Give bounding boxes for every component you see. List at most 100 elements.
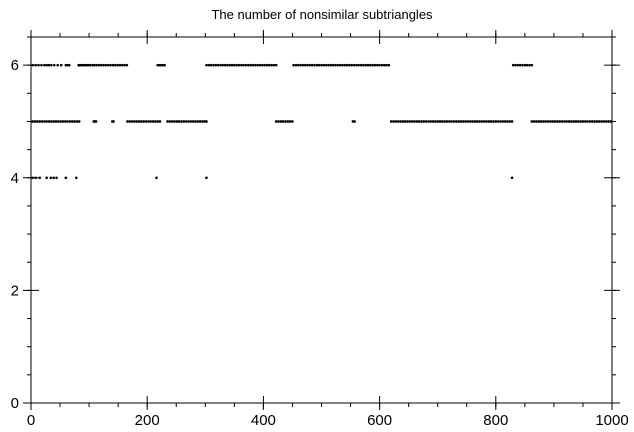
data-point	[466, 120, 470, 123]
data-point	[417, 120, 421, 123]
data-point	[345, 63, 349, 67]
data-point	[256, 63, 259, 67]
data-point	[116, 63, 119, 67]
data-point	[535, 120, 538, 123]
data-point	[296, 63, 300, 67]
x-tick-label: 800	[483, 412, 508, 429]
data-point	[415, 120, 419, 123]
data-point	[156, 120, 159, 123]
data-point	[109, 63, 112, 67]
data-point	[189, 120, 193, 123]
data-point	[317, 63, 321, 67]
data-point	[64, 176, 68, 180]
data-point	[427, 120, 430, 123]
data-point	[219, 63, 222, 67]
data-point	[170, 120, 174, 123]
data-point	[194, 120, 197, 123]
chart-title: The number of nonsimilar subtriangles	[211, 7, 433, 22]
data-point	[420, 120, 423, 123]
data-point	[50, 120, 53, 123]
data-point	[281, 120, 285, 123]
data-point	[357, 63, 360, 67]
data-point	[558, 120, 562, 123]
data-point	[267, 63, 271, 67]
data-point	[196, 120, 200, 123]
data-point	[68, 120, 72, 123]
data-point	[521, 63, 524, 67]
data-point	[40, 63, 43, 67]
data-point	[246, 63, 250, 67]
data-point	[607, 120, 610, 123]
data-point	[485, 120, 488, 123]
data-point	[567, 120, 571, 123]
data-point	[551, 120, 555, 123]
data-point	[546, 120, 550, 123]
data-point	[549, 120, 552, 123]
data-point	[366, 63, 370, 67]
data-point	[448, 120, 451, 123]
data-point	[279, 120, 283, 123]
data-point	[191, 120, 195, 123]
data-point	[475, 120, 479, 123]
data-point	[310, 63, 314, 67]
data-point	[158, 120, 162, 123]
data-point	[450, 120, 453, 123]
data-point	[102, 63, 105, 67]
data-point	[163, 63, 166, 67]
y-tick-label: 0	[11, 395, 19, 412]
data-point	[492, 120, 495, 123]
data-point	[570, 120, 573, 123]
data-point	[94, 120, 98, 123]
data-point	[52, 120, 55, 123]
data-point	[457, 120, 460, 123]
data-point	[600, 120, 603, 123]
data-point	[147, 120, 150, 123]
data-point	[63, 120, 67, 123]
data-point	[508, 120, 512, 123]
x-tick-label: 400	[251, 412, 276, 429]
data-point	[510, 176, 514, 180]
data-point	[506, 120, 509, 123]
data-point	[104, 63, 108, 67]
data-point	[292, 63, 295, 67]
data-point	[399, 120, 402, 123]
data-point	[205, 120, 208, 123]
data-point	[373, 63, 377, 67]
data-point	[75, 120, 79, 123]
data-point	[43, 63, 46, 67]
data-point	[214, 63, 218, 67]
data-point	[177, 120, 181, 123]
data-point	[126, 120, 129, 123]
data-point	[249, 63, 252, 67]
data-point	[496, 120, 500, 123]
data-point	[353, 120, 356, 123]
data-point	[175, 120, 179, 123]
data-point	[518, 63, 522, 67]
data-point	[286, 120, 290, 123]
data-point	[56, 63, 60, 67]
x-tick-label: 0	[27, 412, 35, 429]
data-point	[59, 120, 62, 123]
data-point	[523, 63, 527, 67]
data-point	[137, 120, 141, 123]
data-point	[182, 120, 186, 123]
x-tick-label: 200	[135, 412, 160, 429]
data-point	[128, 120, 132, 123]
data-point	[514, 63, 517, 67]
data-point	[503, 120, 507, 123]
data-point	[480, 120, 484, 123]
data-point	[34, 63, 37, 67]
data-point	[73, 120, 76, 123]
data-point	[322, 63, 326, 67]
data-point	[413, 120, 416, 123]
data-point	[454, 120, 458, 123]
data-point	[38, 176, 42, 180]
data-point	[306, 63, 309, 67]
data-point	[327, 63, 330, 67]
data-point	[389, 120, 393, 123]
data-point	[260, 63, 264, 67]
data-point	[597, 120, 601, 123]
data-point	[33, 120, 37, 123]
data-point	[406, 120, 409, 123]
